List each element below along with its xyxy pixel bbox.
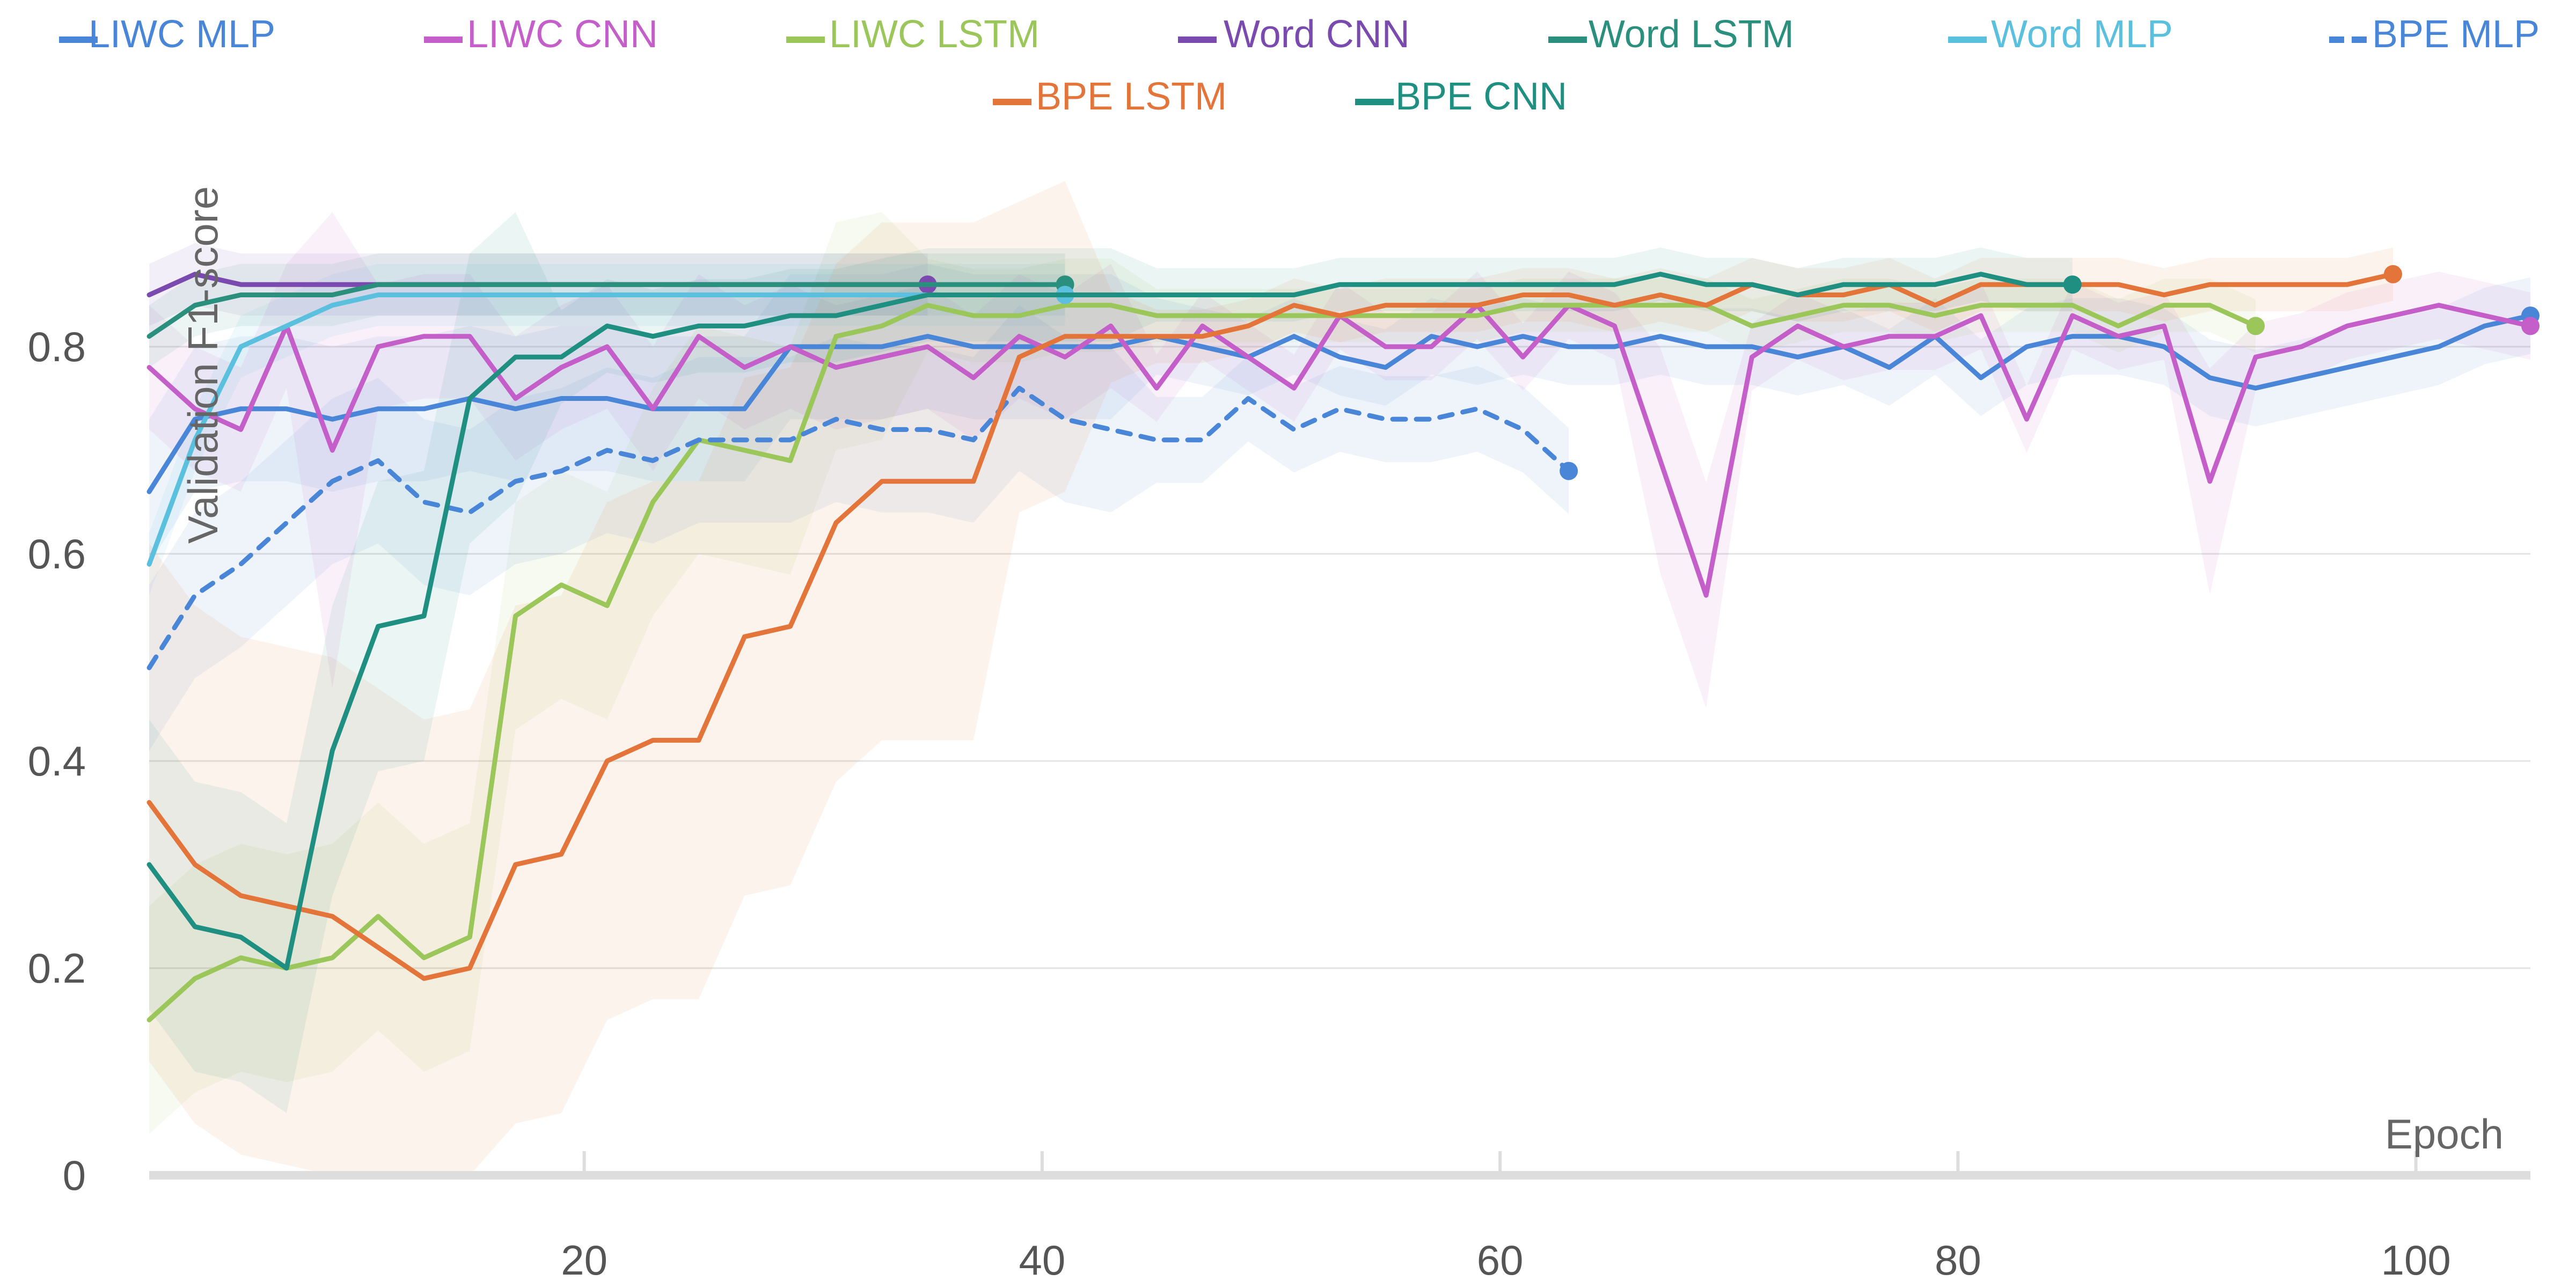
y-axis-title: Validation F1-score [179, 186, 226, 544]
y-tick-label: 0.2 [28, 945, 86, 992]
legend-label-word-mlp: Word MLP [1991, 13, 2173, 56]
series-end-point-bpe-mlp [1560, 462, 1578, 480]
x-tick-label: 40 [1019, 1236, 1065, 1284]
series-end-point-bpe-cnn [2063, 275, 2082, 294]
series-line-bpe-cnn [147, 272, 2075, 971]
x-tick-label: 20 [561, 1236, 608, 1284]
y-tick-label: 0 [63, 1152, 86, 1199]
x-tick-label: 60 [1477, 1236, 1524, 1284]
y-tick-label: 0.6 [28, 530, 86, 577]
band-liwc-lstm [149, 212, 2256, 1134]
legend-label-bpe-mlp: BPE MLP [2372, 13, 2540, 56]
series-line-word-mlp [147, 292, 1067, 567]
legend-label-bpe-lstm: BPE LSTM [1036, 75, 1227, 118]
legend-label-liwc-lstm: LIWC LSTM [829, 13, 1040, 56]
band-word-lstm [149, 253, 1065, 368]
y-tick-label: 0.4 [28, 737, 86, 785]
x-axis-title: Epoch [2385, 1110, 2504, 1158]
series-lines [147, 265, 2540, 1022]
x-tick-label: 80 [1935, 1236, 1981, 1284]
grid-lines [149, 346, 2530, 969]
legend: LIWC MLP LIWC CNN LIWC LSTM Word CNN Word LS… [59, 13, 2540, 118]
band-bpe-cnn [149, 212, 2073, 1114]
axes: 0 0.2 0.4 0.6 0.8 20 40 60 80 100 [28, 323, 2530, 1284]
legend-label-word-lstm: Word LSTM [1589, 13, 1794, 56]
legend-label-bpe-cnn: BPE CNN [1395, 75, 1567, 118]
legend-label-liwc-cnn: LIWC CNN [467, 13, 658, 56]
legend-label-word-cnn: Word CNN [1224, 13, 1410, 56]
series-end-point-liwc-cnn [2521, 317, 2540, 335]
band-bpe-mlp [149, 305, 1569, 751]
series-line-bpe-mlp [147, 385, 1571, 670]
series-line-word-lstm [147, 282, 1067, 339]
series-line-liwc-mlp [147, 313, 2533, 494]
band-bpe-lstm [149, 181, 2393, 1176]
series-line-liwc-lstm [147, 303, 2258, 1022]
x-tick-label: 100 [2381, 1236, 2451, 1284]
series-end-point-liwc-lstm [2246, 317, 2265, 335]
legend-label-liwc-mlp: LIWC MLP [89, 13, 275, 56]
y-tick-label: 0.8 [28, 323, 86, 370]
series-end-point-bpe-lstm [2384, 265, 2403, 283]
